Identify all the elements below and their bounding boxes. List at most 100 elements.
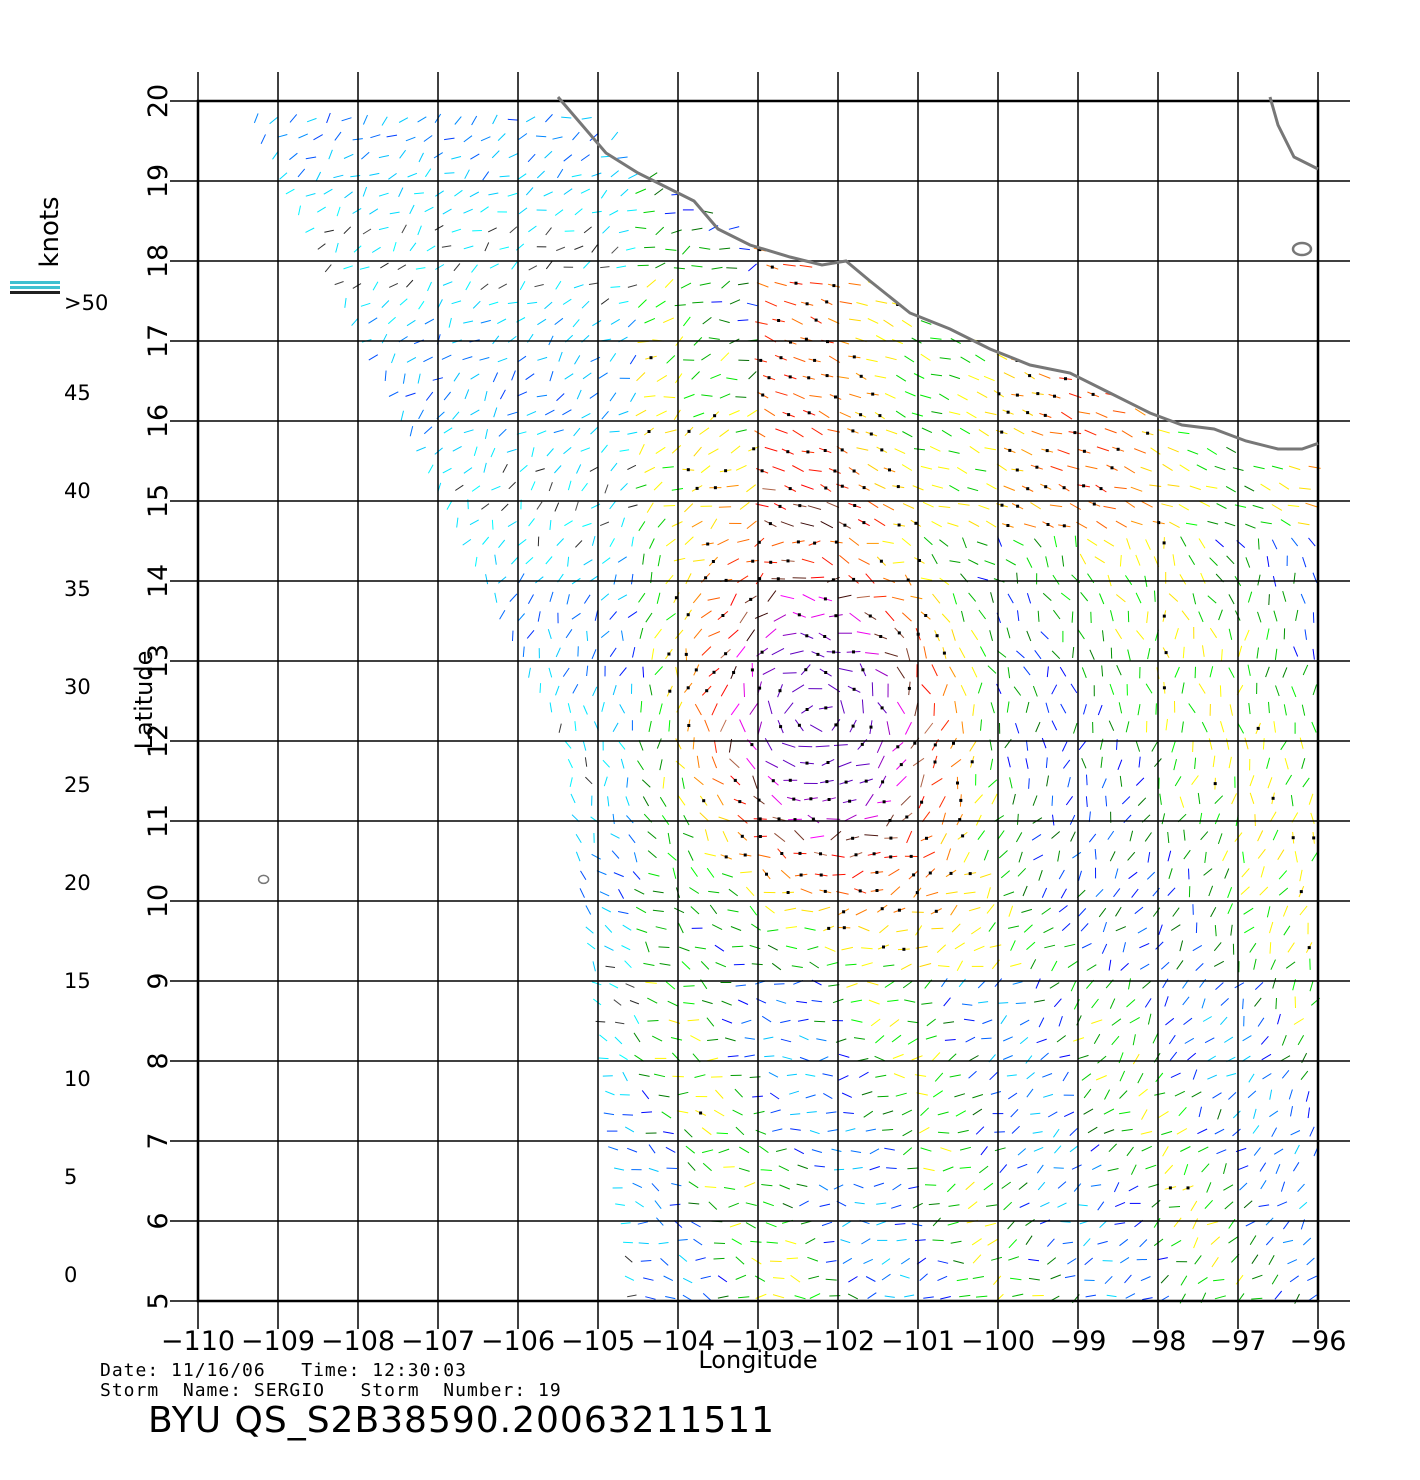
wind-vector [728, 1202, 739, 1208]
wind-vector [1251, 1254, 1259, 1264]
wind-vector [610, 170, 620, 178]
wind-vector [1154, 1092, 1166, 1096]
wind-vector [1271, 1127, 1278, 1137]
wind-vector [1181, 682, 1185, 694]
wind-vector [637, 1221, 649, 1225]
wind-vector [826, 501, 840, 508]
wind-vector [1257, 1017, 1265, 1027]
wind-vector [919, 1126, 930, 1134]
wind-vector [454, 189, 463, 197]
storm-number-label: Storm Number: [360, 1380, 527, 1401]
wind-vector [1053, 535, 1058, 548]
wind-vector [399, 298, 408, 306]
wind-vector [791, 965, 803, 968]
wind-vector [873, 595, 887, 598]
wind-vector [690, 906, 700, 915]
wind-vector [1214, 465, 1226, 471]
wind-vector [1062, 1071, 1069, 1082]
rain-flag-marker [912, 873, 916, 877]
wind-vector [1008, 1092, 1018, 1100]
rain-flag-marker [897, 523, 901, 527]
wind-vector [713, 1242, 726, 1244]
wind-vector [731, 1238, 742, 1245]
wind-vector [536, 170, 545, 179]
wind-vector [1111, 1035, 1120, 1046]
wind-vector [1158, 1110, 1169, 1118]
wind-vector [837, 594, 852, 599]
wind-vector [920, 577, 933, 581]
wind-vector [961, 721, 964, 734]
wind-vector [1034, 999, 1045, 1003]
storm-name-value: SERGIO [253, 1380, 325, 1401]
wind-vector [1216, 1149, 1227, 1155]
wind-vector [1050, 1274, 1061, 1280]
wind-vector [535, 135, 547, 138]
gulf-coastline [1268, 96, 1319, 171]
longitude-tick-label: −99 [1050, 1326, 1107, 1357]
wind-vector [571, 612, 581, 620]
wind-vector [1065, 796, 1074, 806]
wind-vector [423, 426, 433, 435]
wind-vector [508, 481, 516, 490]
wind-vector [1300, 593, 1306, 604]
wind-vector [1094, 556, 1105, 564]
wind-vector [991, 793, 998, 805]
colorbar-tick-label: 35 [64, 577, 91, 601]
rain-flag-marker [786, 559, 790, 563]
wind-vector [782, 759, 796, 768]
wind-vector [954, 1093, 966, 1098]
wind-vector [1113, 1182, 1120, 1193]
wind-vector [558, 351, 563, 362]
wind-vector [852, 870, 864, 879]
wind-vector [1232, 1128, 1241, 1137]
wind-vector [863, 1258, 874, 1265]
wind-vector [601, 701, 605, 712]
wind-vector [1102, 630, 1105, 642]
wind-vector [1053, 609, 1061, 620]
rain-flag-marker [833, 469, 837, 473]
rain-flag-marker [738, 800, 742, 804]
wind-vector [634, 888, 645, 895]
rain-flag-marker [721, 614, 725, 617]
wind-vector [885, 610, 895, 622]
wind-vector [1234, 504, 1247, 508]
wind-vector [604, 924, 613, 933]
wind-vector [507, 521, 517, 528]
rain-flag-marker [949, 871, 953, 875]
wind-vector [882, 503, 895, 511]
wind-vector [1311, 721, 1317, 733]
wind-vector [567, 758, 573, 769]
wind-vector [602, 759, 610, 768]
wind-vector [1111, 1018, 1122, 1026]
wind-vector [1262, 738, 1265, 750]
wind-vector [1247, 591, 1253, 603]
wind-vector [1090, 1184, 1102, 1187]
wind-vector [896, 701, 906, 715]
wind-vector [728, 410, 740, 416]
wind-vector [405, 136, 416, 142]
wind-vector [1026, 557, 1033, 568]
wind-vector [389, 211, 400, 215]
wind-vector [610, 462, 618, 472]
lake-outline [1291, 241, 1313, 257]
wind-vector [988, 779, 998, 788]
wind-vector [809, 961, 820, 969]
wind-vector [1104, 1089, 1111, 1100]
wind-vector [334, 281, 344, 286]
wind-vector [418, 409, 424, 420]
wind-vector [519, 464, 528, 472]
wind-vector [585, 776, 593, 785]
rain-flag-marker [699, 1111, 703, 1115]
wind-vector [1103, 1108, 1115, 1115]
wind-vector [627, 431, 638, 435]
wind-vector [638, 592, 646, 603]
wind-vector [1141, 501, 1153, 508]
wind-vector [850, 1150, 862, 1153]
wind-vector [1256, 647, 1259, 659]
wind-vector [1271, 1274, 1279, 1285]
wind-vector [362, 186, 368, 197]
wind-vector [729, 1222, 741, 1228]
wind-vector [615, 1203, 625, 1206]
wind-vector [1178, 1106, 1187, 1117]
rain-flag-marker [858, 889, 862, 893]
